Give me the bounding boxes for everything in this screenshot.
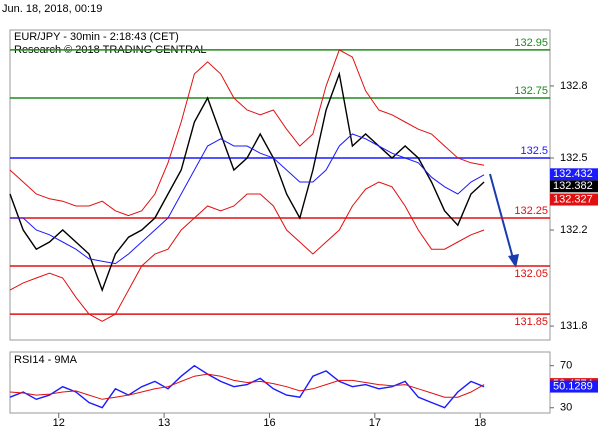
timestamp: Jun. 18, 2018, 00:19	[2, 3, 102, 15]
x-tick-label: 13	[158, 417, 170, 429]
price-tag	[550, 380, 598, 393]
series-line	[9, 71, 485, 293]
projection-arrowhead	[508, 254, 519, 268]
level-label: 132.95	[514, 37, 548, 49]
level-label: 132.25	[514, 205, 548, 217]
price-tag	[550, 168, 598, 181]
price-tag-label: 132.327	[553, 193, 593, 205]
x-tick-label: 17	[369, 417, 381, 429]
level-label: 132.05	[514, 268, 548, 280]
series-line	[9, 373, 485, 400]
y-tick-label: 132.2	[560, 224, 588, 236]
y-tick-label: 131.8	[560, 320, 588, 332]
x-tick-label: 18	[474, 417, 486, 429]
price-tag	[550, 180, 598, 193]
chart-title: EUR/JPY - 30min - 2:18:43 (CET)	[14, 31, 179, 43]
series-line	[9, 364, 485, 409]
y-tick-label: 30	[560, 402, 572, 414]
level-label: 132.5	[520, 145, 548, 157]
series-line	[9, 181, 485, 322]
price-tag-label: 132.432	[553, 168, 593, 180]
series-line	[9, 49, 485, 217]
series-line	[10, 133, 485, 265]
rsi-title: RSI14 - 9MA	[14, 354, 78, 366]
price-tag-label: 50.1289	[553, 380, 593, 392]
price-tag	[550, 193, 598, 206]
y-tick-label: 132.5	[560, 152, 588, 164]
level-label: 132.75	[514, 85, 548, 97]
y-tick-label: 70	[560, 360, 572, 372]
price-tag-label: 132.382	[553, 180, 593, 192]
level-label: 131.85	[514, 316, 548, 328]
y-tick-label: 132.8	[560, 80, 588, 92]
x-tick-label: 16	[263, 417, 275, 429]
x-tick-label: 12	[53, 417, 65, 429]
